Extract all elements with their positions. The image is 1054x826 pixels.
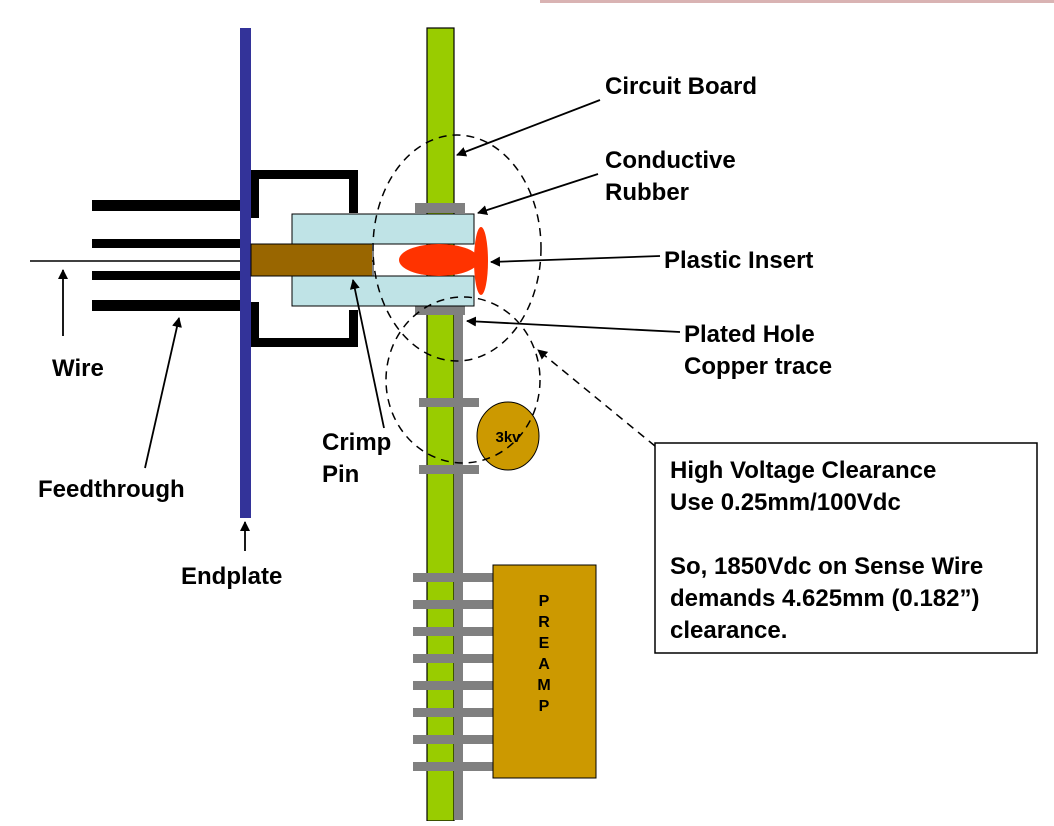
crimp-pin-label: Pin [322,461,359,488]
clearance-zones [372,134,542,464]
plated-hole-label: Plated Hole [684,321,815,348]
header-bar [540,0,1054,3]
plastic-insert-label: Plastic Insert [664,247,813,274]
wire-label: Wire [52,355,104,382]
preamp-letter: A [538,656,550,673]
crimp-pin-label: Crimp [322,429,391,456]
note-line: High Voltage Clearance [670,457,936,484]
housing-bracket [251,170,358,347]
clearance-note: High Voltage Clearance Use 0.25mm/100Vdc… [654,442,1038,654]
resistor-label: 3kv [495,429,521,446]
conductive-rubber-label: Rubber [605,179,689,206]
endplate-label: Endplate [181,563,282,590]
note-line: Use 0.25mm/100Vdc [670,489,901,516]
preamp-letter: P [539,593,550,610]
note-line: So, 1850Vdc on Sense Wire [670,553,983,580]
note-leader [537,349,656,447]
preamp-letter: E [539,635,550,652]
endplate [240,28,251,518]
note-line: clearance. [670,617,787,644]
feedthrough [92,200,240,311]
preamp: P R E A M P [492,564,597,779]
crimp-pin [250,243,374,277]
leader-arrows [58,99,681,551]
preamp-letter: M [537,677,550,694]
copper-traces [413,203,501,820]
feedthrough-label: Feedthrough [38,476,185,503]
note-line: demands 4.625mm (0.182”) [670,585,979,612]
conductive-rubber-label: Conductive [605,147,736,174]
plastic-insert [399,227,488,295]
preamp-letter: R [538,614,550,631]
circuit-board [426,27,455,822]
hv-resistor: 3kv [476,401,540,471]
plated-hole-label: Copper trace [684,353,832,380]
preamp-letter: P [539,698,550,715]
circuit-board-label: Circuit Board [605,73,757,100]
